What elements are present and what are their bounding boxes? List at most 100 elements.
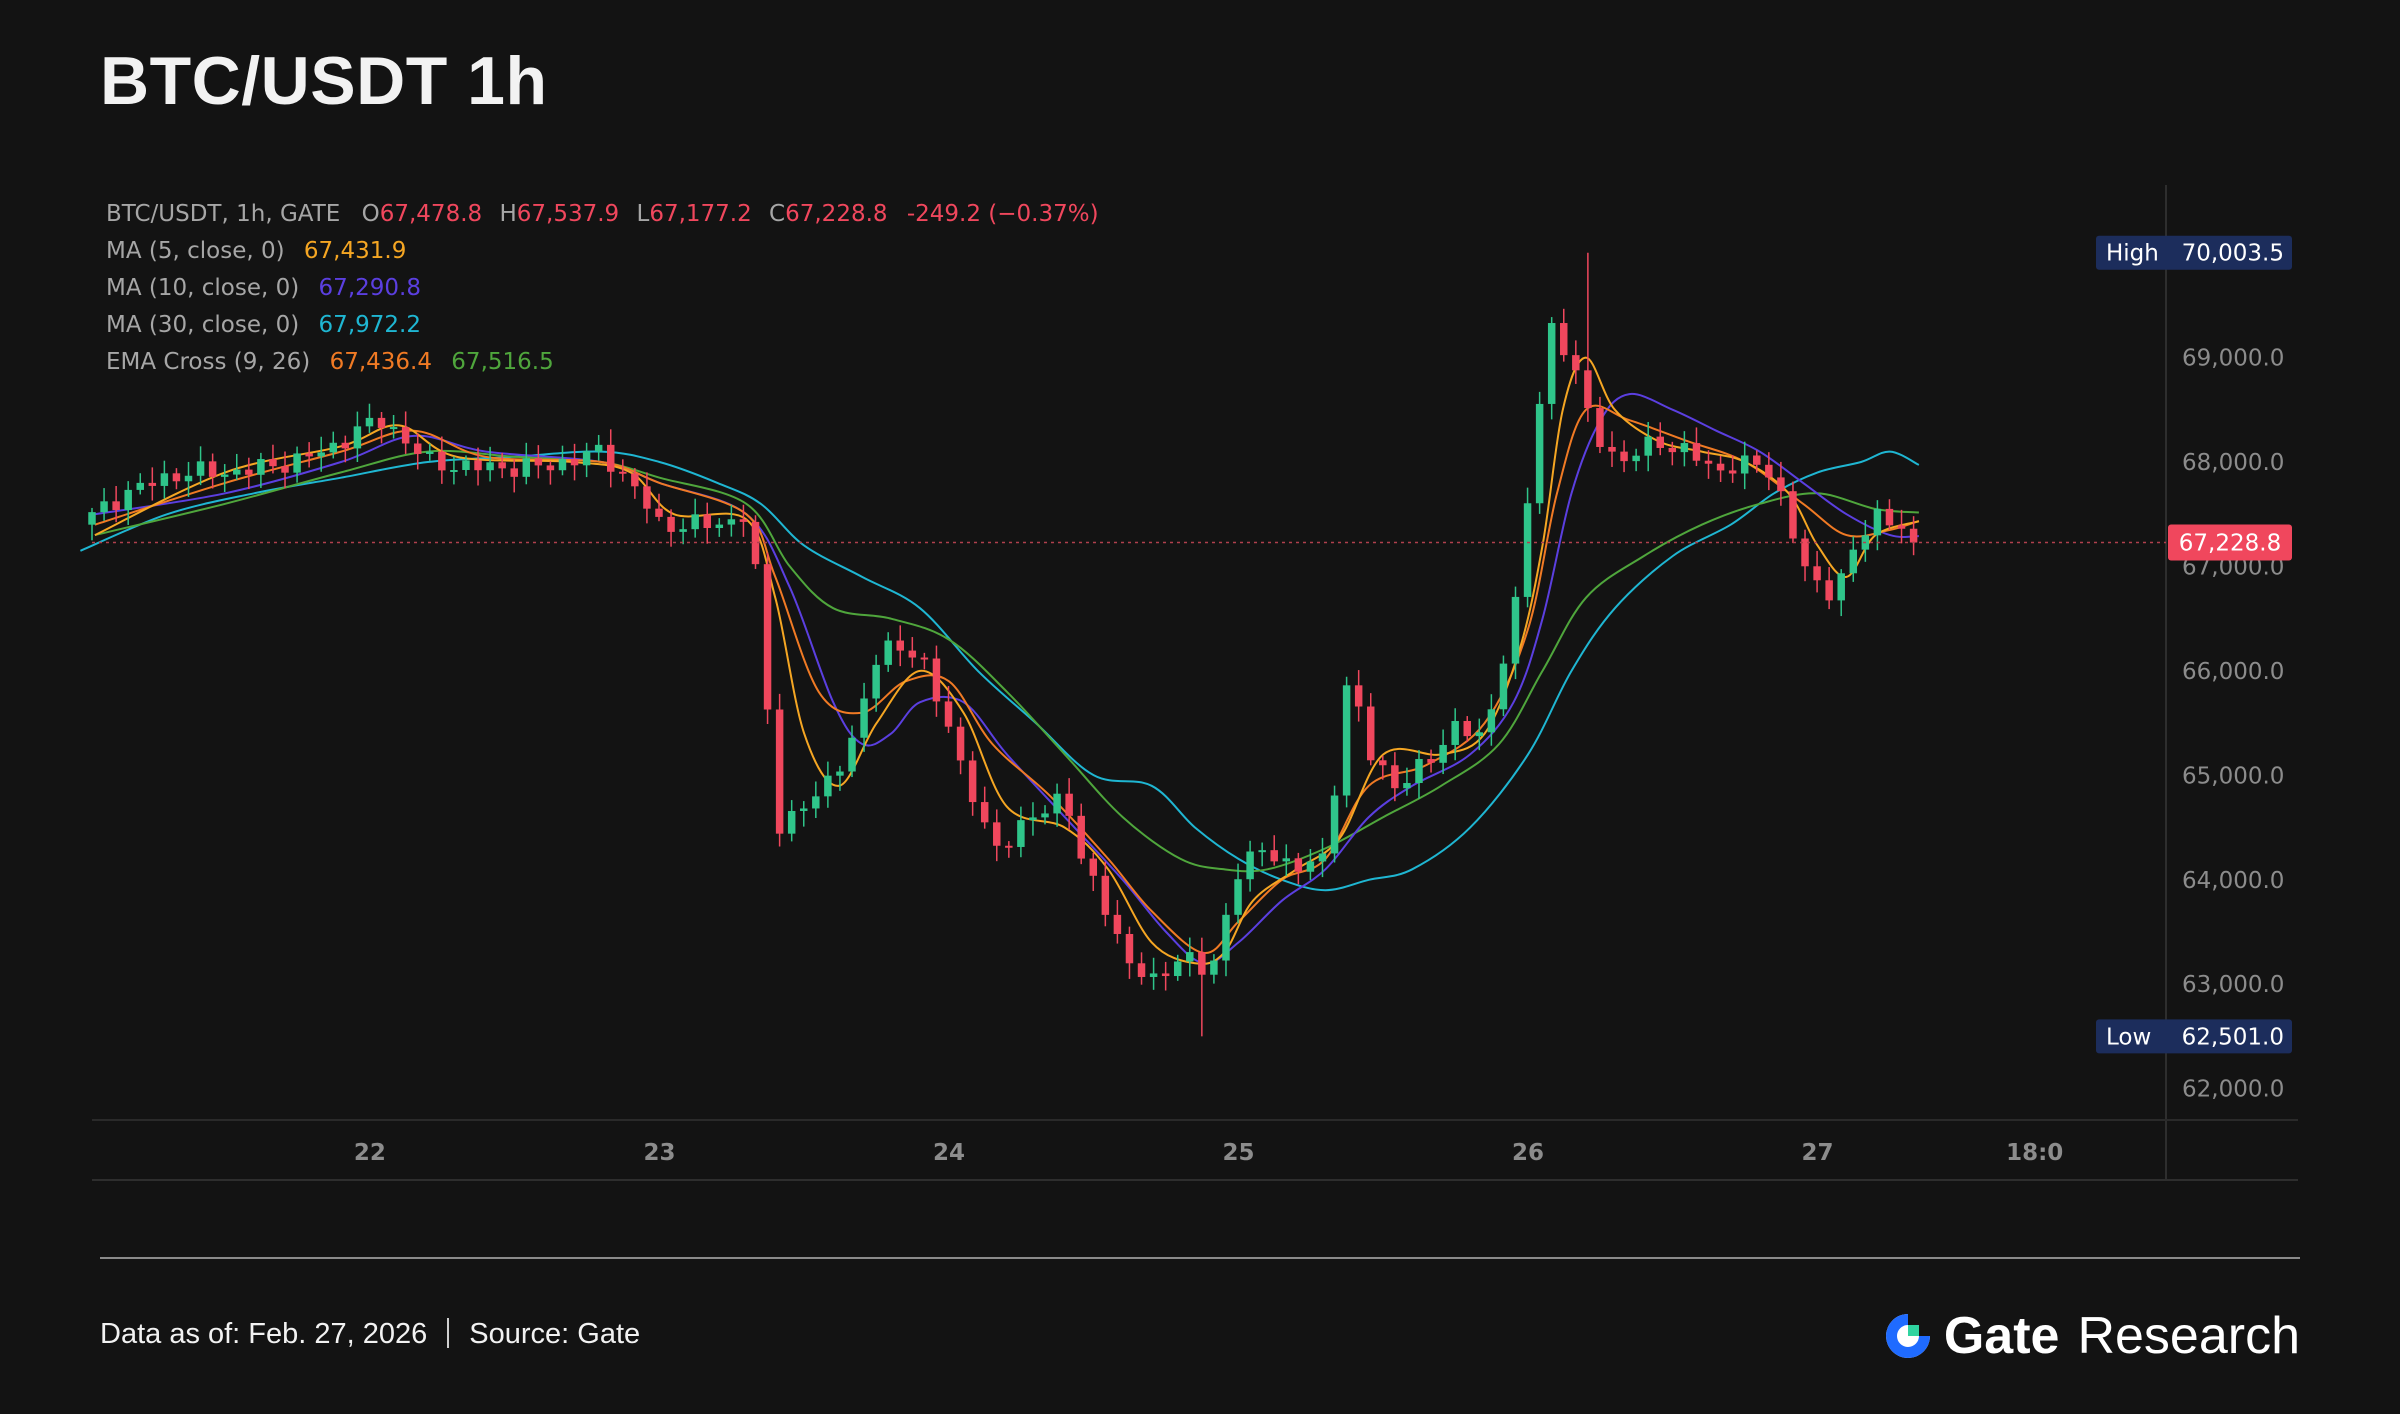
candle-down xyxy=(968,760,977,803)
candle-up xyxy=(582,451,591,466)
candle-up xyxy=(1053,793,1061,814)
candle-up xyxy=(317,452,325,457)
candle-down xyxy=(993,822,1001,846)
ema26-line xyxy=(94,449,1919,873)
candle-down xyxy=(775,709,784,834)
candle-down xyxy=(1716,463,1725,471)
low-marker-label: Low xyxy=(2106,1024,2151,1050)
candle-down xyxy=(1909,528,1918,543)
high-marker-badge xyxy=(2096,235,2292,270)
high-marker-label: High xyxy=(2106,241,2159,267)
chart-grid: 62,000.0 63,000.0 64,000.0 65,000.0 66,000.0… xyxy=(92,185,2298,1181)
candle-up xyxy=(522,458,531,477)
candle-down xyxy=(1294,858,1303,872)
footer-divider xyxy=(100,1257,2300,1259)
time-tick-label: 18:0 xyxy=(2006,1140,2063,1166)
candle-down xyxy=(1789,491,1797,539)
data-source: Source: Gate xyxy=(469,1318,641,1350)
last-price-value: 67,228.8 xyxy=(2179,531,2281,557)
candle-up xyxy=(88,512,96,525)
candle-up xyxy=(462,460,470,471)
candle-down xyxy=(1125,933,1134,964)
gate-logo-icon xyxy=(1885,1314,1930,1358)
candle-down xyxy=(1728,470,1737,474)
candle-up xyxy=(1849,549,1858,574)
price-tick-label: 69,000.0 xyxy=(2182,346,2284,372)
legend-ma30-row: MA (30, close, 0) 67,972.2 xyxy=(106,307,1099,344)
candle-up xyxy=(1282,858,1291,862)
candle-down xyxy=(956,726,965,761)
legend-low-value: 67,177.2 xyxy=(649,201,752,227)
candle-down xyxy=(341,442,350,449)
candle-up xyxy=(1680,443,1689,453)
gate-research-logo: Gate Research xyxy=(1882,1306,2300,1366)
candle-down xyxy=(703,514,711,529)
legend-open-prefix: O xyxy=(361,201,380,227)
candle-down xyxy=(1813,566,1821,581)
candle-up xyxy=(184,475,193,482)
candle-down xyxy=(980,802,989,823)
candle-down xyxy=(1101,875,1110,915)
candle-down xyxy=(1427,759,1435,763)
candle-down xyxy=(1608,446,1616,452)
legend-ma5-label: MA (5, close, 0) xyxy=(106,238,285,264)
candle-down xyxy=(498,462,506,469)
candle-down xyxy=(1572,355,1580,371)
candle-up xyxy=(836,771,844,776)
candle-up xyxy=(691,514,699,530)
candle-up xyxy=(1149,973,1158,977)
high-marker-value: 70,003.5 xyxy=(2182,241,2284,267)
candle-down xyxy=(631,473,639,487)
candle-down xyxy=(1584,370,1592,409)
last-price-tag xyxy=(2168,524,2292,561)
candle-up xyxy=(1475,732,1484,737)
candle-up xyxy=(124,489,132,511)
legend-high-value: 67,537.9 xyxy=(516,201,620,227)
candle-up xyxy=(1017,820,1025,847)
candle-up xyxy=(1258,850,1266,853)
candle-down xyxy=(944,701,953,727)
legend-ema9-value: 67,436.4 xyxy=(329,349,432,375)
footer-separator xyxy=(447,1318,450,1348)
candle-down xyxy=(1161,973,1170,977)
legend-open-value: 67,478.8 xyxy=(379,201,483,227)
candle-up xyxy=(365,417,374,427)
candle-up xyxy=(1873,508,1882,536)
candle-down xyxy=(1089,858,1098,876)
candle-up xyxy=(1523,503,1532,597)
candle-up xyxy=(1511,596,1520,664)
candle-down xyxy=(510,468,518,477)
legend-high-prefix: H xyxy=(499,201,517,227)
legend-low-prefix: L xyxy=(636,201,650,227)
candle-up xyxy=(1342,685,1351,796)
candle-up xyxy=(293,453,301,473)
candle-up xyxy=(1186,952,1194,962)
candle-up xyxy=(1740,455,1749,474)
candle-down xyxy=(1560,323,1568,356)
candle-down xyxy=(1801,538,1809,567)
chart-series xyxy=(80,356,1920,965)
price-tick-label: 64,000.0 xyxy=(2182,868,2284,894)
candle-down xyxy=(305,453,313,457)
legend-ema26-value: 67,516.5 xyxy=(451,349,554,375)
price-tick-label: 63,000.0 xyxy=(2182,972,2284,998)
chart-legend: BTC/USDT, 1h, GATE O67,478.8 H67,537.9 L… xyxy=(106,196,1099,381)
candle-up xyxy=(594,444,603,452)
candle-down xyxy=(1765,464,1773,478)
legend-change: -249.2 (−0.37%) xyxy=(906,201,1099,227)
candle-down xyxy=(1379,760,1387,766)
candle-down xyxy=(1704,460,1713,464)
footer-info: Data as of: Feb. 27, 2026 Source: Gate xyxy=(100,1318,640,1351)
candle-down xyxy=(1897,525,1906,529)
legend-close-prefix: C xyxy=(769,201,786,227)
legend-ohlc-row: BTC/USDT, 1h, GATE O67,478.8 H67,537.9 L… xyxy=(106,196,1099,233)
candle-down xyxy=(1777,477,1785,492)
time-tick-label: 22 xyxy=(354,1140,386,1166)
candle-up xyxy=(329,442,338,453)
candle-down xyxy=(655,508,663,517)
legend-symbol: BTC/USDT, 1h, GATE xyxy=(106,201,341,227)
candle-down xyxy=(534,458,543,466)
candle-down xyxy=(245,469,253,475)
candle-up xyxy=(1451,720,1459,745)
